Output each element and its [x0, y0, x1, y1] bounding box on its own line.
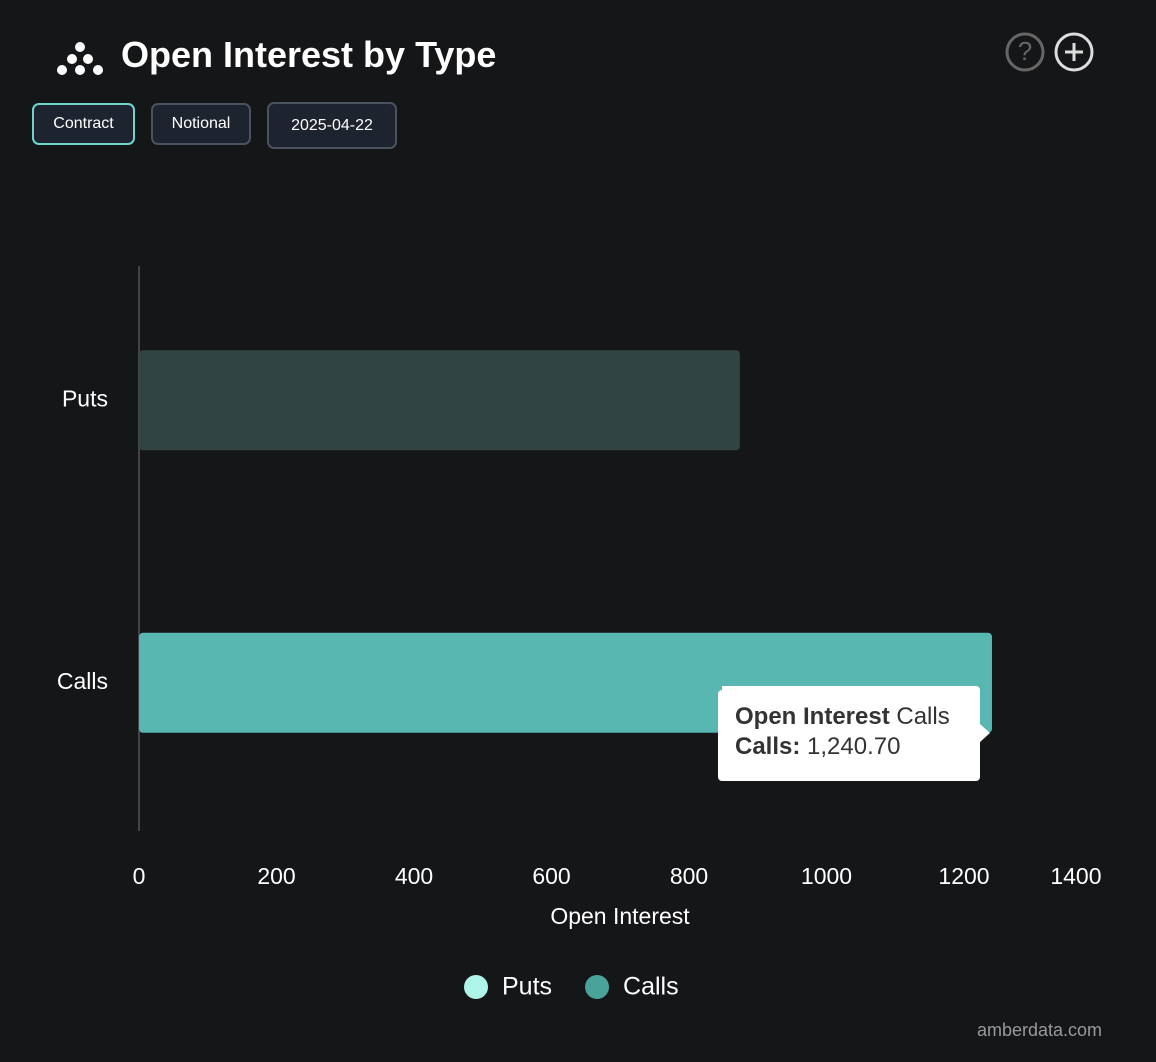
x-tick-label: 600 [532, 863, 570, 889]
x-tick-label: 200 [257, 863, 295, 889]
add-icon[interactable] [1054, 32, 1094, 72]
help-icon[interactable] [1005, 32, 1045, 72]
x-axis-label: Open Interest [550, 903, 690, 929]
y-tick-label: Calls [57, 668, 108, 694]
legend-marker [464, 975, 488, 999]
x-tick-label: 1000 [801, 863, 852, 889]
button[interactable]: Notional [151, 103, 251, 145]
y-tick-label: Puts [62, 385, 108, 411]
tooltip-title: Open Interest Calls [735, 703, 950, 730]
x-tick-label: 1400 [1050, 863, 1101, 889]
x-tick-label: 800 [670, 863, 708, 889]
icons: ? [1005, 32, 1094, 72]
tooltip-box [718, 686, 990, 781]
legend-label: Calls [623, 973, 679, 1001]
legend-label: Puts [502, 973, 552, 1001]
x-tick-label: 400 [395, 863, 433, 889]
tooltip-series: Calls [896, 703, 949, 730]
logo [57, 42, 103, 75]
tooltip-label: Calls: [735, 733, 800, 760]
tooltip: Open Interest Calls Calls: 1,240.70 [718, 686, 990, 781]
title: Open Interest by Type [121, 34, 497, 75]
tooltip-value: Calls: 1,240.70 [735, 733, 900, 760]
footer: amberdata.com [976, 1020, 1102, 1040]
tooltip-title-label: Open Interest [735, 703, 890, 730]
x-tick-label: 0 [133, 863, 146, 889]
x-tick-label: 1200 [938, 863, 989, 889]
bar [139, 350, 740, 451]
button[interactable]: 2025-04-22 [267, 102, 397, 149]
legend-marker [585, 975, 610, 999]
tooltip-number: 1,240.70 [807, 733, 900, 760]
svg-text:?: ? [1018, 36, 1032, 66]
button[interactable]: Contract [32, 103, 135, 145]
